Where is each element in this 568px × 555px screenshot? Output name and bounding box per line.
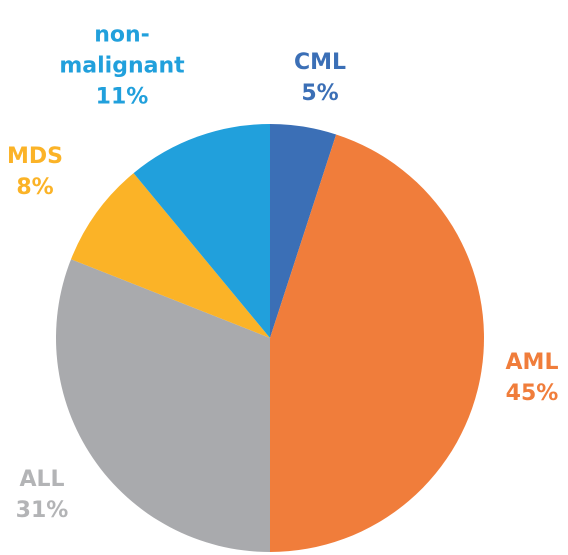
category-label: non-malignant [59, 22, 185, 79]
value-label: 5% [301, 81, 339, 106]
pie-slice [71, 173, 270, 338]
value-label: 8% [16, 175, 54, 200]
value-label: 11% [95, 84, 149, 110]
pie-slice [270, 134, 484, 552]
slice-label: MDS 8% [7, 141, 63, 203]
slice-label: AML 45% [506, 347, 559, 409]
category-label: AML [505, 350, 559, 375]
value-label: 45% [505, 381, 559, 406]
category-label: ALL [19, 467, 65, 492]
pie-slice [55, 259, 271, 552]
slice-label: CML 5% [294, 47, 346, 109]
pie-slice [133, 124, 270, 338]
slice-label: non-malignant 11% [52, 20, 192, 113]
slice-label: ALL 31% [16, 464, 69, 526]
pie-slice [270, 124, 337, 338]
value-label: 31% [15, 498, 69, 523]
category-label: MDS [7, 144, 63, 169]
category-label: CML [293, 50, 347, 75]
